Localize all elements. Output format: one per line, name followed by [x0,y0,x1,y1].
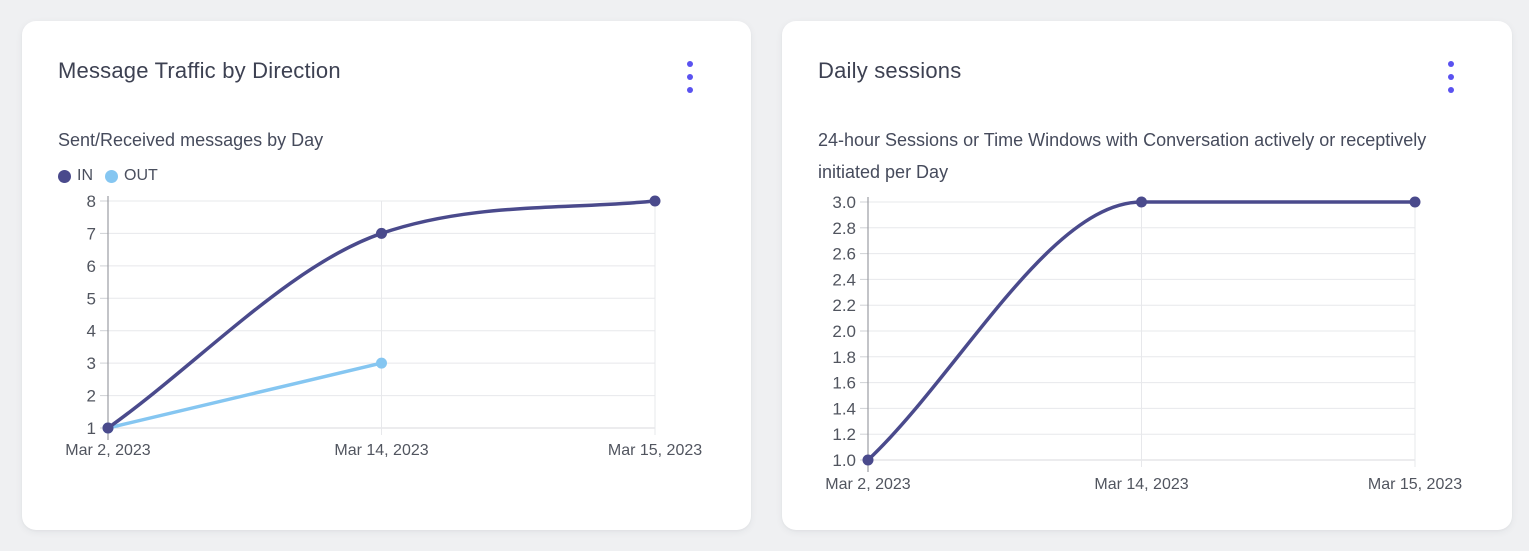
series-line-out [106,361,384,430]
data-point-sessions[interactable] [1136,196,1147,208]
kebab-menu-icon [687,61,693,93]
data-point-in[interactable] [649,195,661,207]
card-menu-button[interactable] [679,59,701,95]
message-traffic-card: Message Traffic by Direction Sent/Receiv… [22,21,751,530]
x-tick-label: Mar 15, 2023 [1368,476,1462,493]
y-tick-label: 2.6 [832,245,856,264]
chart-container: 1 2 3 4 5 6 7 8 Mar 2, 2023 Mar 14, 2023 Mar 15, 2… [58,192,715,477]
y-tick-label: 3 [87,354,96,373]
data-point-in[interactable] [102,422,114,434]
message-traffic-line-chart[interactable]: 1 2 3 4 5 6 7 8 Mar 2, 2023 Mar 14, 2023 Mar 15, 2… [58,192,715,472]
y-tick-label: 6 [87,257,96,276]
x-tick-label: Mar 14, 2023 [334,442,428,459]
daily-sessions-line-chart[interactable]: 1.0 1.2 1.4 1.6 1.8 2.0 2.2 2.4 2.6 2.8 3.0 Mar 2, … [818,193,1476,505]
y-tick-label: 1 [87,419,96,438]
kebab-menu-icon [1448,61,1454,93]
card-header: Daily sessions [818,57,1476,95]
y-tick-label: 2.2 [832,296,856,315]
y-tick-label: 1.4 [832,399,856,418]
y-tick-label: 4 [87,322,96,341]
y-tick-label: 8 [87,192,96,211]
legend-label: OUT [124,167,158,184]
y-tick-label: 2 [87,387,96,406]
data-point-in[interactable] [376,227,387,239]
y-tick-label: 3.0 [832,193,856,212]
chart-container: 1.0 1.2 1.4 1.6 1.8 2.0 2.2 2.4 2.6 2.8 3.0 Mar 2, … [818,193,1476,510]
series-line-sessions [866,200,1417,462]
card-subtitle: 24-hour Sessions or Time Windows with Co… [818,130,1427,182]
data-point-sessions[interactable] [862,454,874,466]
y-tick-label: 2.0 [832,322,856,341]
data-point-sessions[interactable] [1409,196,1421,208]
y-tick-label: 1.8 [832,348,856,367]
card-title: Message Traffic by Direction [58,58,341,83]
x-tick-label: Mar 2, 2023 [65,442,150,459]
legend-label: IN [77,167,93,184]
y-tick-label: 7 [87,224,96,243]
chart-legend: IN OUT [58,167,715,185]
y-tick-label: 5 [87,289,96,308]
legend-item-out[interactable]: OUT [105,167,158,185]
card-header: Message Traffic by Direction [58,57,715,95]
y-tick-label: 1.2 [832,425,856,444]
x-tick-label: Mar 2, 2023 [825,476,910,493]
data-point-out[interactable] [376,357,387,369]
y-tick-label: 2.4 [832,270,856,289]
legend-dot-icon [105,169,118,183]
card-title: Daily sessions [818,58,962,83]
daily-sessions-card: Daily sessions 24-hour Sessions or Time … [782,21,1512,530]
card-subtitle: Sent/Received messages by Day [58,130,324,150]
legend-dot-icon [58,169,71,183]
y-tick-label: 1.0 [832,451,856,470]
y-tick-label: 2.8 [832,219,856,238]
y-tick-label: 1.6 [832,374,856,393]
legend-item-in[interactable]: IN [58,167,93,185]
x-tick-label: Mar 15, 2023 [608,442,702,459]
x-tick-label: Mar 14, 2023 [1094,476,1188,493]
card-menu-button[interactable] [1440,59,1462,95]
